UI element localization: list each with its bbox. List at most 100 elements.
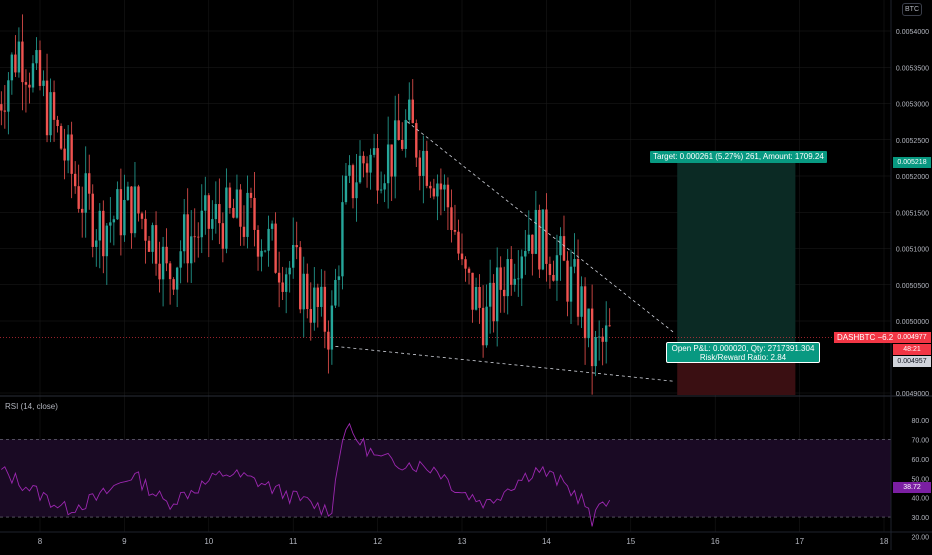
time-tick-label: 17 <box>795 537 804 546</box>
rsi-pane[interactable] <box>0 422 891 527</box>
candle-body <box>28 84 31 88</box>
candle-body <box>168 263 172 280</box>
candle-body <box>288 267 291 275</box>
rsi-tick-label: 20.00 <box>911 535 929 542</box>
candle-body <box>365 163 369 173</box>
candle-body <box>105 225 109 257</box>
symbol-price-tag[interactable]: DASHBTC −6.29% <box>834 332 908 343</box>
candle-body <box>299 247 302 310</box>
price-tick-label: 0.0052500 <box>896 138 929 145</box>
candle-body <box>218 204 221 224</box>
candle-body <box>597 336 601 338</box>
candle-body <box>358 155 362 183</box>
candle-body <box>165 246 168 264</box>
candle-body <box>313 287 316 323</box>
candle-body <box>77 186 80 209</box>
candle-body <box>0 104 3 111</box>
rsi-tick-label: 40.00 <box>911 496 929 503</box>
candle-body <box>193 236 196 238</box>
candle-body <box>133 186 137 234</box>
candle-body <box>401 140 404 149</box>
candle-body <box>88 173 91 194</box>
candle-body <box>594 336 597 367</box>
candle-body <box>49 92 52 136</box>
candle-body <box>175 267 179 290</box>
candle-body <box>559 236 562 256</box>
rsi-title[interactable]: RSI (14, close) <box>5 402 58 411</box>
candle-body <box>306 273 309 310</box>
candle-body <box>239 189 242 227</box>
candle-body <box>541 209 545 270</box>
candle-body <box>383 183 386 190</box>
candle-body <box>95 240 98 247</box>
candle-body <box>379 189 383 191</box>
currency-badge[interactable]: BTC <box>902 3 922 16</box>
candle-body <box>450 207 453 231</box>
price-tick-label: 0.0049000 <box>896 391 929 398</box>
current-price-tag: 0.004977 <box>893 332 931 343</box>
candle-body <box>569 266 573 302</box>
candle-body <box>524 250 527 257</box>
candle-body <box>309 309 312 323</box>
position-tool[interactable] <box>0 162 891 395</box>
candle-body <box>102 210 105 257</box>
candle-body <box>376 148 379 191</box>
candle-body <box>10 54 14 81</box>
candle-body <box>91 193 94 247</box>
candle-body <box>527 234 531 251</box>
candle-body <box>552 274 555 281</box>
candle-body <box>481 307 485 346</box>
candle-body <box>534 209 538 254</box>
candle-body <box>351 165 355 199</box>
candle-body <box>422 150 425 176</box>
candle-body <box>221 223 225 249</box>
candle-body <box>253 197 256 230</box>
candle-body <box>84 173 87 213</box>
candle-body <box>439 183 443 190</box>
candle-body <box>506 259 509 297</box>
candle-body <box>485 306 488 346</box>
trendline <box>406 121 674 333</box>
candle-body <box>130 186 133 234</box>
candle-body <box>334 279 337 306</box>
candle-body <box>172 279 175 290</box>
candle-body <box>45 80 49 136</box>
candle-body <box>144 218 147 241</box>
candle-body <box>263 250 267 252</box>
price-tick-label: 0.0053000 <box>896 102 929 109</box>
candle-body <box>404 119 407 149</box>
trendlines[interactable] <box>335 121 674 382</box>
candle-body <box>576 259 580 317</box>
candle-body <box>59 126 63 149</box>
time-tick-label: 11 <box>289 537 298 546</box>
candle-body <box>154 225 158 264</box>
candle-body <box>182 214 186 252</box>
candle-body <box>429 185 432 189</box>
price-tick-label: 0.0050000 <box>896 319 929 326</box>
price-tick-label: 0.0054000 <box>896 29 929 36</box>
candle-body <box>464 259 467 269</box>
time-tick-label: 9 <box>122 537 127 546</box>
candle-body <box>292 245 295 268</box>
candle-body <box>397 120 400 141</box>
candle-body <box>38 50 42 86</box>
candle-body <box>267 228 270 251</box>
axes[interactable]: 0.0054000 0.0053500 0.0053000 0.0052500 0.00… <box>38 29 929 546</box>
candle-body <box>562 236 566 261</box>
candle-body <box>151 225 154 252</box>
candle-body <box>3 110 7 112</box>
candle-body <box>436 183 439 197</box>
candle-body <box>327 331 330 350</box>
rsi-band <box>0 439 891 518</box>
candle-body <box>35 50 38 64</box>
price-tick-label: 0.0050500 <box>896 283 929 290</box>
candle-body <box>228 187 232 208</box>
open-pnl-line: Open P&L: 0.000020, Qty: 2717391.304 <box>671 344 815 353</box>
candle-body <box>186 214 189 264</box>
candle-body <box>242 226 246 237</box>
candle-body <box>499 267 502 290</box>
candle-body <box>590 308 594 367</box>
candle-body <box>24 82 28 85</box>
